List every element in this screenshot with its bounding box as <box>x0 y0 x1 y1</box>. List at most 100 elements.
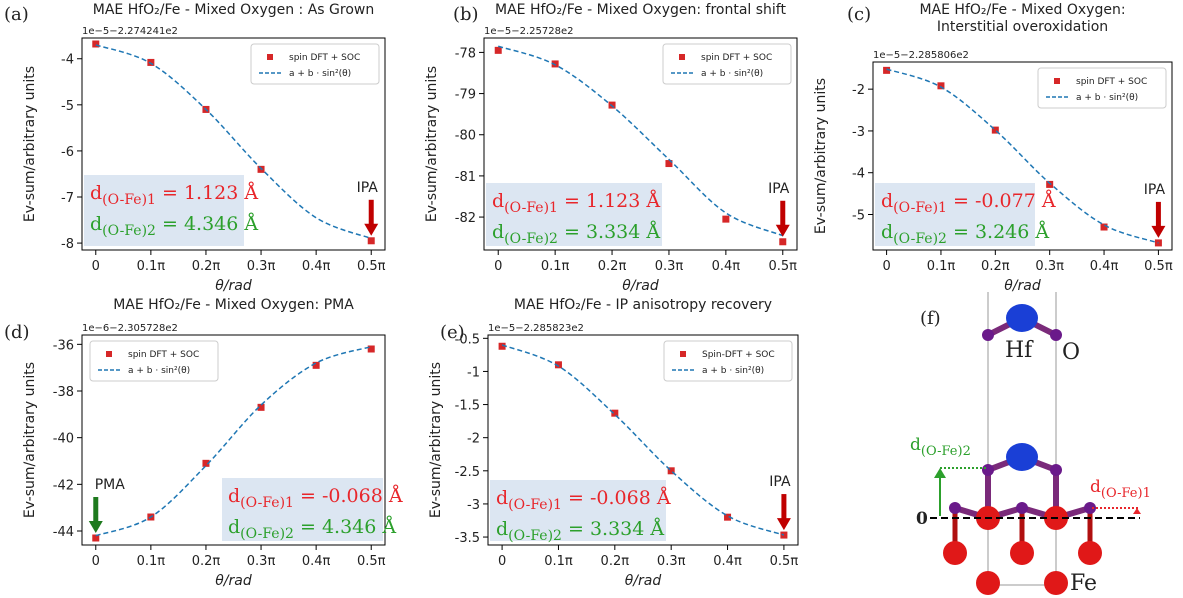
d1-sub: (O-Fe)1 <box>1101 486 1151 501</box>
x-tick-label: 0.4π <box>713 554 742 569</box>
x-tick-label: 0.2π <box>598 259 627 274</box>
y-tick-label: -3.5 <box>455 531 480 546</box>
data-point <box>312 361 320 369</box>
distance-value: = 3.246 Å <box>947 221 1049 243</box>
data-point <box>367 237 375 245</box>
data-point <box>611 409 619 417</box>
chart-title: MAE HfO₂/Fe - Mixed Oxygen: <box>919 2 1125 18</box>
chart: (c) MAE HfO₂/Fe - Mixed Oxygen:Interstiti… <box>813 2 1173 294</box>
data-point <box>202 459 210 467</box>
x-tick-label: 0.1π <box>544 554 573 569</box>
x-tick-label: 0.1π <box>137 259 166 274</box>
y-axis-label: Ev-sum/arbitrary units <box>22 362 38 518</box>
x-tick-label: 0.5π <box>770 554 799 569</box>
distance-label: d(O-Fe)1 = 1.123 Å <box>492 190 660 216</box>
legend-swatch <box>106 351 112 357</box>
distance-label: d(O-Fe)2 = 3.334 Å <box>492 221 660 247</box>
d1-arrowhead <box>1133 508 1141 514</box>
legend-label: a + b · sin²(θ) <box>128 366 190 376</box>
distance-sub: (O-Fe)1 <box>508 497 562 513</box>
y-tick-label: -4 <box>61 53 74 68</box>
data-point <box>779 238 787 246</box>
d2-arrowhead <box>934 468 946 478</box>
distance-sub: (O-Fe)1 <box>504 200 558 216</box>
d1-label: d(O-Fe)1 <box>1090 477 1151 501</box>
y-tick-label: -79 <box>455 88 476 103</box>
x-tick-label: 0.2π <box>981 259 1010 274</box>
data-point <box>667 467 675 475</box>
legend: spin DFT + SOC a + b · sin²(θ) <box>1037 67 1167 109</box>
x-tick-label: 0.4π <box>302 554 331 569</box>
x-tick-label: 0 <box>494 259 502 274</box>
annotation-arrowhead <box>88 521 103 533</box>
distance-label: d(O-Fe)1 = -0.068 Å <box>496 487 671 513</box>
data-point <box>1046 180 1054 188</box>
offset-label: 1e−5−2.274241e2 <box>82 26 178 37</box>
annotation-label: PMA <box>95 477 126 493</box>
d1-base: d <box>1090 477 1101 497</box>
chart-title: MAE HfO₂/Fe - Mixed Oxygen : As Grown <box>93 2 374 18</box>
distance-label: d(O-Fe)2 = 4.346 Å <box>228 516 396 542</box>
offset-label: 1e−5−2.285823e2 <box>488 323 584 334</box>
x-tick-label: 0.5π <box>769 259 798 274</box>
legend: Spin-DFT + SOC a + b · sin²(θ) <box>663 340 793 382</box>
offset-label: 1e−5−2.25728e2 <box>484 26 574 37</box>
x-tick-label: 0.3π <box>655 259 684 274</box>
x-axis-label: θ/rad <box>215 573 252 589</box>
fit-line <box>497 45 784 237</box>
x-tick-label: 0 <box>92 259 100 274</box>
y-tick-label: -40 <box>53 432 74 447</box>
legend: spin DFT + SOC a + b · sin²(θ) <box>89 340 219 382</box>
data-point <box>494 46 502 54</box>
y-tick-label: -44 <box>53 525 74 540</box>
y-tick-label: -0.5 <box>455 332 480 347</box>
chart-title: Interstitial overoxidation <box>937 19 1108 35</box>
chart: (a) MAE HfO₂/Fe - Mixed Oxygen : As Grown… <box>4 2 386 294</box>
legend-label: spin DFT + SOC <box>1076 77 1147 87</box>
legend-swatch <box>679 54 685 60</box>
y-tick-label: -5 <box>61 99 74 114</box>
annotation-arrowhead <box>364 223 379 236</box>
legend-swatch <box>680 351 686 357</box>
data-point <box>92 40 100 48</box>
x-tick-label: 0.1π <box>927 259 956 274</box>
atom-label: Hf <box>1005 338 1034 363</box>
distance-value: = 4.346 Å <box>156 213 258 235</box>
x-axis-label: θ/rad <box>625 573 662 589</box>
y-tick-label: -36 <box>53 338 74 353</box>
distance-sub: (O-Fe)2 <box>504 231 558 247</box>
axes-frame <box>81 37 386 251</box>
diagram: (f) Hf O Fe 0 d(O-Fe)2 d(O-Fe)1 <box>910 292 1151 596</box>
offset-label: 1e−5−2.285806e2 <box>873 50 969 61</box>
y-tick-label: -42 <box>53 478 74 493</box>
annotation-box <box>490 480 666 541</box>
annotation-label: IPA <box>1144 182 1166 198</box>
atom-label: O <box>1062 340 1080 365</box>
distance-label: d(O-Fe)1 = -0.068 Å <box>228 485 403 511</box>
chart-title: MAE HfO₂/Fe - Mixed Oxygen: frontal shif… <box>495 2 786 18</box>
x-axis-label: θ/rad <box>215 278 252 294</box>
legend-swatch <box>1054 78 1060 84</box>
distance-base: d <box>496 487 508 509</box>
panel-label: (b) <box>453 4 479 25</box>
y-tick-label: -38 <box>53 385 74 400</box>
fit-line <box>95 345 372 537</box>
y-tick-label: -3 <box>467 498 480 513</box>
distance-sub: (O-Fe)2 <box>508 528 562 544</box>
legend-box <box>662 43 792 85</box>
distance-label: d(O-Fe)1 = -0.077 Å <box>881 190 1056 216</box>
legend-swatch <box>267 54 273 60</box>
legend-box <box>1037 67 1167 109</box>
fit-line <box>501 344 785 536</box>
data-point <box>498 342 506 350</box>
x-tick-label: 0.3π <box>657 554 686 569</box>
y-tick-label: -4 <box>852 167 865 182</box>
data-point <box>257 403 265 411</box>
legend-box <box>250 43 380 85</box>
data-point <box>883 66 891 74</box>
distance-label: d(O-Fe)2 = 3.334 Å <box>496 518 664 544</box>
distance-label: d(O-Fe)2 = 4.346 Å <box>90 213 258 239</box>
data-point <box>1100 223 1108 231</box>
legend-label: a + b · sin²(θ) <box>289 69 351 79</box>
y-tick-label: -82 <box>455 211 476 226</box>
